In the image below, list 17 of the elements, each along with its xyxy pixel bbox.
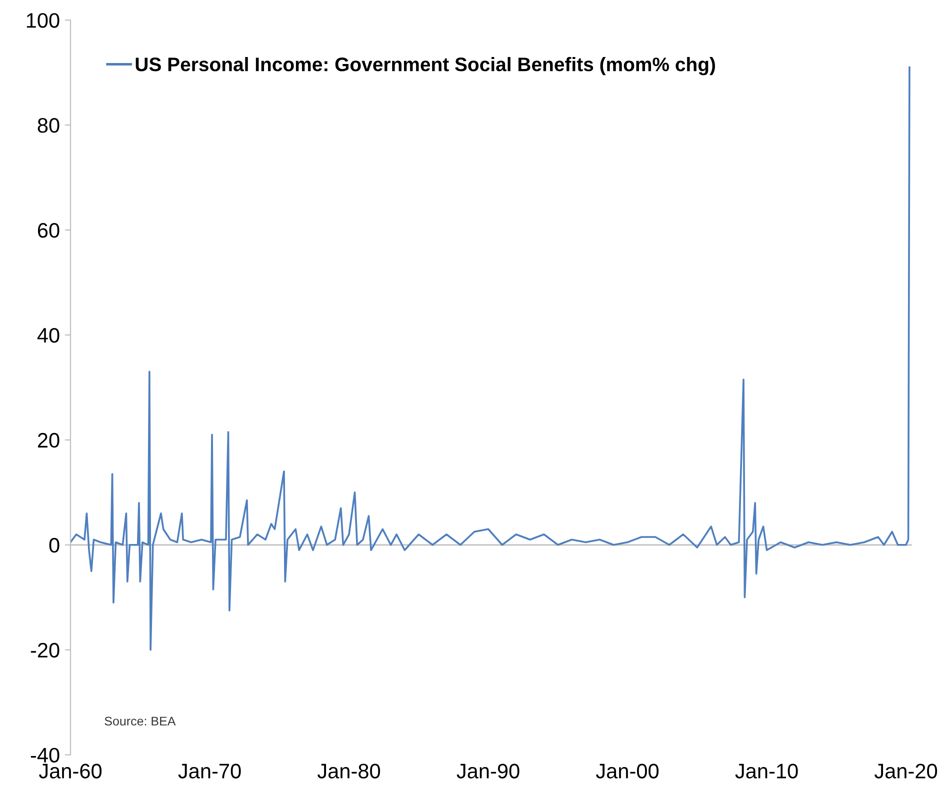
- y-tick-label: 0: [49, 538, 60, 553]
- x-tick-label: Jan-20: [874, 764, 938, 778]
- x-tick-label: Jan-80: [317, 764, 380, 778]
- y-tick-label: 60: [38, 223, 60, 238]
- x-tick-label: Jan-10: [735, 764, 798, 778]
- y-tick-label: 80: [38, 118, 60, 133]
- x-tick-label: Jan-00: [596, 764, 659, 778]
- x-tick-label: Jan-90: [456, 764, 520, 778]
- y-tick-label: -20: [30, 642, 60, 658]
- y-tick-label: 20: [38, 432, 60, 448]
- y-tick-label: 100: [26, 13, 60, 28]
- legend-label: US Personal Income: Government Social Benefits (mom% chg): [136, 57, 715, 76]
- y-tick-label: 40: [37, 328, 60, 343]
- x-tick-label: Jan-70: [178, 764, 241, 778]
- x-tick-label: Jan-60: [38, 764, 102, 778]
- annotation: Source: BEA: [104, 716, 176, 726]
- y-tick-label: -40: [30, 748, 60, 763]
